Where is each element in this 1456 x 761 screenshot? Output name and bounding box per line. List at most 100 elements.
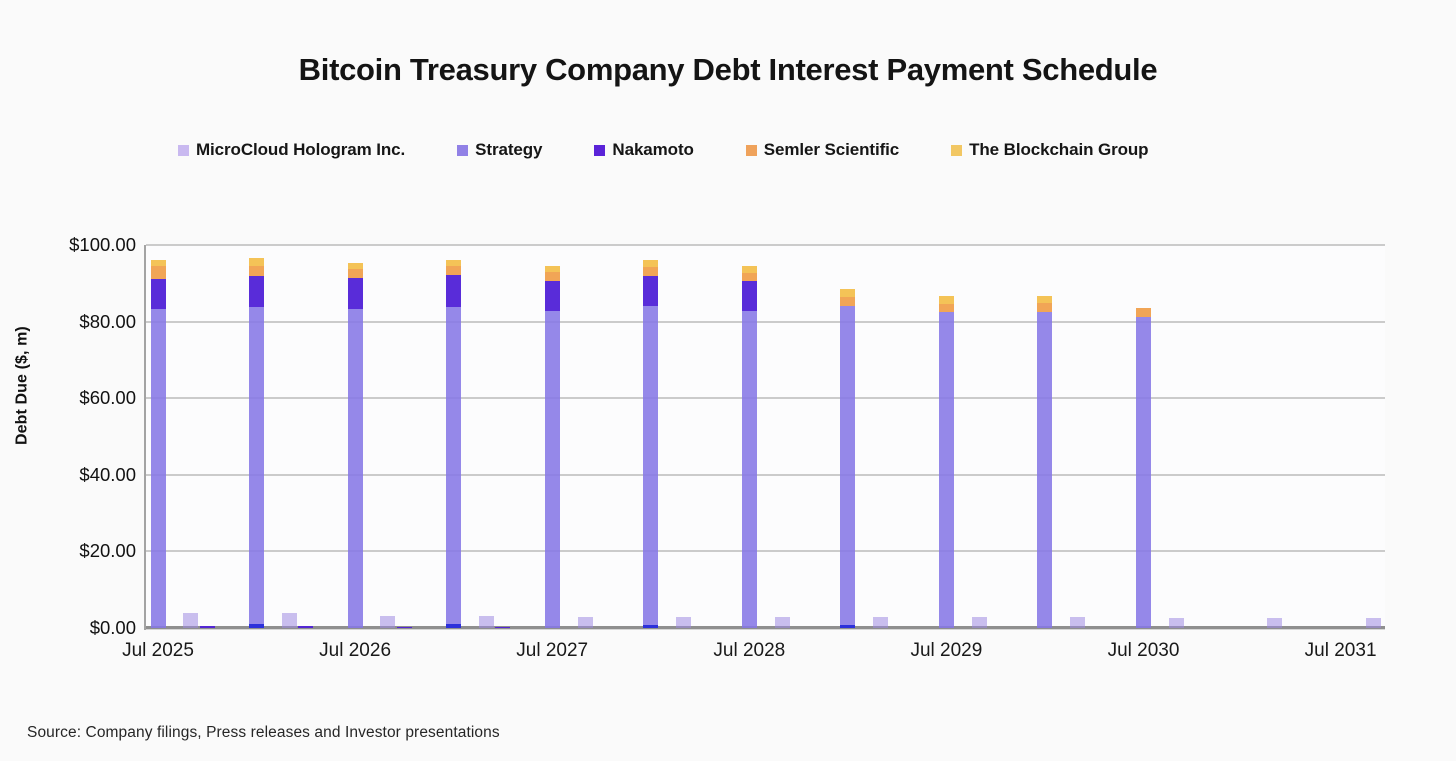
- source-note: Source: Company filings, Press releases …: [27, 724, 500, 741]
- bar-segment: [676, 616, 692, 628]
- y-axis-title: Debt Due ($, m): [13, 326, 31, 445]
- bar-segment: [544, 272, 560, 282]
- bar-segment: [446, 266, 462, 275]
- bar-segment: [150, 266, 166, 280]
- bar-segment: [1070, 617, 1086, 628]
- x-axis-line: [146, 626, 1385, 630]
- gridline: [146, 550, 1385, 553]
- bar-segment: [840, 305, 856, 626]
- bar-segment: [495, 626, 511, 628]
- y-tick-label: $20.00: [79, 540, 136, 562]
- bar-segment: [150, 279, 166, 309]
- legend-swatch-icon: [951, 145, 963, 156]
- legend-item: The Blockchain Group: [951, 140, 1149, 160]
- bar-segment: [281, 613, 297, 628]
- bar-segment: [1136, 308, 1151, 317]
- bar-segment: [544, 281, 560, 311]
- legend-item: Semler Scientific: [745, 140, 900, 160]
- bar-segment: [249, 257, 265, 267]
- bar-segment: [446, 306, 462, 625]
- x-tick-label: Jul 2029: [910, 640, 983, 661]
- gridline: [146, 320, 1385, 323]
- bar-segment: [643, 260, 659, 268]
- bar-segment: [873, 616, 889, 628]
- x-tick-label: Jul 2027: [516, 640, 589, 661]
- legend-item: Strategy: [457, 140, 543, 160]
- y-tick-label: $0.00: [89, 617, 136, 638]
- bar-segment: [1037, 303, 1053, 312]
- bar-segment: [446, 274, 462, 307]
- legend-label: Semler Scientific: [763, 140, 900, 159]
- legend-swatch-icon: [745, 145, 757, 156]
- bar-segment: [446, 259, 462, 267]
- bar-segment: [938, 303, 954, 312]
- legend-label: MicroCloud Hologram Inc.: [196, 140, 406, 159]
- legend-swatch-icon: [178, 145, 189, 156]
- bar-segment: [938, 311, 954, 628]
- bar-segment: [741, 266, 757, 273]
- bar-segment: [446, 624, 462, 628]
- x-tick-label: Jul 2026: [319, 640, 392, 661]
- bar-segment: [544, 266, 560, 273]
- bar-segment: [1168, 618, 1184, 628]
- chart-legend: MicroCloud Hologram Inc. Strategy Nakamoto…: [178, 140, 1149, 160]
- gridline: [146, 473, 1385, 476]
- bar-segment: [183, 613, 199, 628]
- bar-segment: [643, 624, 659, 628]
- bar-segment: [840, 296, 856, 306]
- page-title: Bitcoin Treasury Company Debt Interest P…: [298, 52, 1158, 87]
- y-tick-label: $60.00: [79, 387, 136, 409]
- legend-label: Strategy: [475, 140, 543, 159]
- x-tick-label: Jul 2028: [713, 640, 786, 661]
- legend-label: The Blockchain Group: [969, 140, 1149, 159]
- bar-segment: [150, 308, 166, 628]
- bar-segment: [479, 616, 494, 628]
- bar-segment: [199, 626, 215, 628]
- y-tick-label: $80.00: [79, 310, 136, 332]
- bar-segment: [347, 308, 363, 628]
- bar-segment: [938, 295, 954, 304]
- bar-segment: [380, 616, 396, 628]
- bar-segment: [741, 310, 757, 628]
- x-tick-label: Jul 2025: [122, 640, 194, 661]
- y-tick-label: $40.00: [79, 463, 136, 485]
- bar-segment: [643, 306, 659, 625]
- bar-segment: [1365, 618, 1381, 628]
- bar-segment: [741, 272, 757, 282]
- legend-item: Nakamoto: [594, 140, 694, 160]
- legend-swatch-icon: [594, 145, 606, 156]
- y-axis-line: [144, 245, 146, 630]
- gridline: [146, 244, 1385, 246]
- bar-segment: [1037, 311, 1053, 628]
- bar-segment: [774, 616, 790, 628]
- x-tick-label: Jul 2030: [1107, 640, 1180, 661]
- bar-segment: [347, 263, 363, 270]
- bar-segment: [249, 266, 265, 277]
- bar-segment: [347, 269, 363, 279]
- bar-segment: [1037, 295, 1053, 304]
- x-tick-label: Jul 2031: [1304, 640, 1377, 661]
- bar-segment: [150, 259, 166, 267]
- bar-segment: [396, 626, 412, 628]
- gridline: [146, 397, 1385, 400]
- bar-segment: [840, 625, 856, 628]
- bar-segment: [577, 616, 593, 628]
- legend-label: Nakamoto: [612, 140, 694, 159]
- bar-segment: [544, 310, 560, 628]
- legend-item: MicroCloud Hologram Inc.: [178, 140, 405, 160]
- bar-segment: [249, 306, 265, 625]
- plot-area: [144, 244, 1385, 630]
- bar-segment: [971, 617, 987, 628]
- bar-segment: [741, 281, 757, 311]
- legend-swatch-icon: [457, 145, 469, 156]
- bar-segment: [643, 276, 659, 307]
- bar-segment: [1267, 618, 1283, 628]
- bar-segment: [1136, 316, 1151, 628]
- bar-segment: [347, 278, 363, 309]
- y-tick-label: $100.00: [69, 234, 136, 255]
- bar-segment: [840, 289, 856, 297]
- bar-segment: [249, 276, 265, 307]
- bar-segment: [298, 626, 314, 628]
- bar-segment: [249, 624, 265, 628]
